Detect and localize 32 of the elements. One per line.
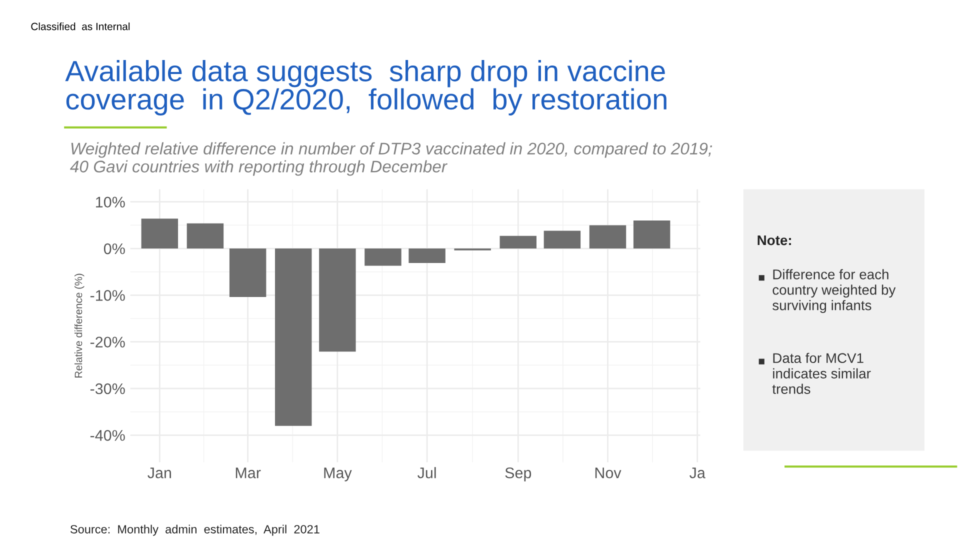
chart-subtitle: Weighted relative difference in number of DTP3 vaccinated in 2020, compared to 2019; 40 Gavi countries with reporting through December [70, 142, 712, 176]
y-tick-label: -40% [90, 430, 125, 441]
bar [589, 225, 626, 249]
bar [500, 236, 536, 249]
x-tick-label: Mar [236, 468, 261, 478]
bar [141, 218, 178, 249]
x-tick-label: May [324, 468, 352, 482]
bar [186, 223, 224, 249]
text: Difference for each country weighted by surviving infants [772, 269, 896, 313]
text: Classified as Internal [31, 22, 130, 30]
y-axis-title: Relative difference (%) [74, 274, 84, 378]
x-tick-label: Jul [418, 467, 436, 478]
y-tick-label: 0% [104, 243, 125, 254]
chart-title: Available data suggests sharp drop in vaccine coverage in Q2/2020, followed by restoration [65, 60, 666, 116]
bar [274, 248, 312, 426]
text: Data for MCV1 indicates similar trends [772, 352, 871, 394]
x-tick-label: Jan [148, 468, 171, 478]
y-tick-label: 10% [96, 196, 125, 208]
y-tick-label: -10% [90, 290, 125, 301]
bar [633, 220, 670, 249]
x-tick-label: Ja [690, 468, 706, 478]
bar [408, 248, 446, 263]
bar [364, 248, 402, 266]
y-tick-label: -30% [90, 383, 125, 394]
bar [544, 230, 581, 249]
bar [319, 248, 356, 352]
y-tick-label: -20% [90, 336, 125, 348]
bar [229, 248, 266, 298]
source-note: Source: Monthly admin estimates, April 2021 [70, 524, 320, 536]
text: Note: [758, 236, 791, 246]
x-tick-label: Nov [595, 468, 622, 478]
x-tick-label: Sep [505, 467, 532, 482]
